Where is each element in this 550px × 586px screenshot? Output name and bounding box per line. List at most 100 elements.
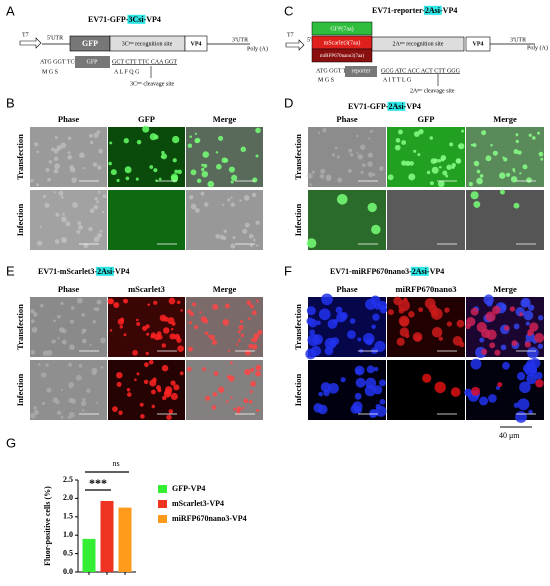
cell bbox=[236, 406, 242, 412]
cell bbox=[371, 324, 376, 329]
cell bbox=[119, 325, 124, 329]
cell bbox=[473, 200, 481, 208]
cell bbox=[337, 177, 343, 183]
cell bbox=[481, 130, 487, 136]
cell bbox=[110, 169, 117, 176]
cell bbox=[346, 330, 356, 339]
cell bbox=[512, 167, 516, 171]
bar-chart: 0.0 0.5 1.0 1.5 2.0 2.5 Fluor-positive cells (… bbox=[43, 459, 247, 576]
cell bbox=[109, 141, 113, 145]
cell bbox=[438, 165, 442, 169]
cell bbox=[94, 196, 98, 201]
cell bbox=[81, 313, 86, 317]
cell bbox=[48, 160, 53, 164]
cell bbox=[200, 191, 205, 196]
cell bbox=[525, 321, 530, 326]
cell bbox=[170, 380, 176, 386]
cell bbox=[228, 349, 231, 353]
cell bbox=[143, 379, 149, 385]
bar bbox=[118, 507, 132, 572]
cell bbox=[96, 130, 101, 134]
cell bbox=[365, 298, 377, 310]
cell bbox=[309, 183, 313, 187]
cell bbox=[248, 233, 254, 239]
cell bbox=[249, 304, 254, 309]
cell bbox=[476, 169, 481, 174]
cell bbox=[519, 312, 523, 317]
cell bbox=[365, 338, 373, 346]
cell bbox=[98, 148, 104, 154]
cell bbox=[127, 392, 132, 397]
cell bbox=[112, 406, 118, 413]
cell bbox=[497, 381, 503, 388]
cell bbox=[334, 146, 338, 150]
y-axis-label: Fluor-positive cells (%) bbox=[43, 486, 52, 566]
cell bbox=[159, 314, 167, 322]
cell bbox=[172, 158, 177, 163]
cell bbox=[233, 407, 237, 411]
cell bbox=[97, 190, 101, 194]
cell bbox=[168, 297, 176, 305]
cell bbox=[69, 319, 75, 324]
cell bbox=[194, 324, 199, 330]
cell bbox=[188, 320, 193, 325]
cell bbox=[78, 363, 83, 368]
cell bbox=[243, 195, 250, 201]
cell bbox=[61, 339, 67, 345]
cell bbox=[251, 344, 258, 350]
site-box: 3Cᵖʳᵒ recognition site bbox=[122, 41, 173, 47]
cell bbox=[132, 349, 138, 356]
cell bbox=[503, 157, 508, 162]
cell bbox=[356, 134, 359, 138]
cell bbox=[42, 194, 46, 198]
cell bbox=[60, 415, 64, 419]
cell bbox=[403, 297, 408, 303]
cell bbox=[67, 154, 73, 160]
cell bbox=[540, 157, 544, 161]
cell bbox=[61, 388, 64, 391]
row-label: Transfection bbox=[293, 134, 303, 180]
cell bbox=[102, 210, 105, 214]
cell bbox=[96, 200, 99, 204]
cell bbox=[361, 163, 366, 168]
cell bbox=[492, 150, 498, 156]
cell bbox=[118, 410, 123, 416]
cell bbox=[373, 366, 379, 372]
amino-acids: M G S bbox=[318, 77, 334, 83]
cell bbox=[140, 414, 145, 419]
cell bbox=[229, 361, 233, 365]
cell bbox=[429, 136, 434, 140]
reporter-box: mScarlet3(7aa) bbox=[324, 39, 361, 46]
cell bbox=[108, 161, 112, 166]
cell bbox=[54, 156, 59, 162]
y-tick-label: 1.5 bbox=[63, 512, 73, 521]
cell bbox=[161, 364, 169, 372]
cell bbox=[207, 180, 215, 188]
cell bbox=[515, 139, 520, 144]
column-header: Merge bbox=[493, 284, 517, 294]
cell bbox=[102, 194, 107, 199]
cell bbox=[92, 320, 96, 324]
cell bbox=[40, 372, 47, 378]
cell bbox=[464, 388, 473, 397]
cell bbox=[492, 305, 501, 315]
cell bbox=[60, 301, 64, 306]
cell bbox=[30, 350, 36, 355]
cell bbox=[324, 337, 337, 350]
cell bbox=[526, 373, 537, 385]
cell bbox=[424, 298, 436, 309]
cell bbox=[530, 358, 541, 369]
cell bbox=[249, 244, 254, 248]
cell bbox=[366, 365, 375, 374]
cell bbox=[364, 385, 376, 397]
cell bbox=[204, 202, 209, 207]
cell bbox=[452, 335, 463, 346]
cell bbox=[468, 181, 474, 187]
cell bbox=[188, 194, 194, 200]
cell bbox=[332, 318, 339, 325]
cell bbox=[372, 173, 376, 176]
cell bbox=[176, 337, 182, 343]
cell bbox=[58, 190, 64, 196]
cell bbox=[161, 343, 167, 348]
cell bbox=[336, 193, 348, 205]
